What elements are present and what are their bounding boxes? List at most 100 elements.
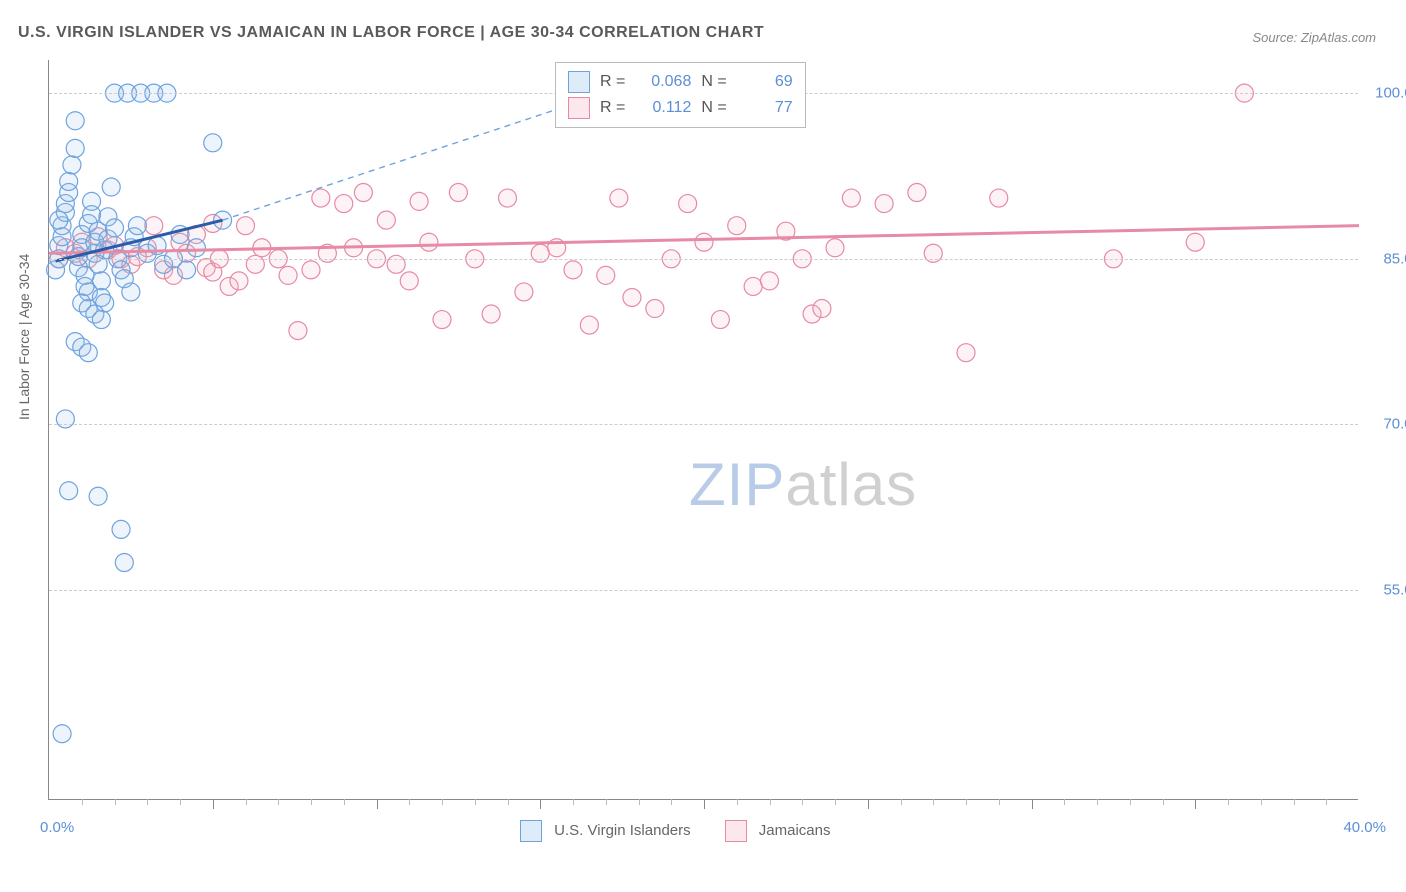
data-point xyxy=(302,261,320,279)
data-point xyxy=(597,266,615,284)
data-point xyxy=(60,172,78,190)
x-tick-minor xyxy=(1326,799,1327,805)
data-point xyxy=(400,272,418,290)
data-point xyxy=(92,311,110,329)
x-tick-major xyxy=(1032,799,1033,809)
data-point xyxy=(83,192,101,210)
data-point xyxy=(711,311,729,329)
legend-swatch-jam xyxy=(725,820,747,842)
data-point xyxy=(128,217,146,235)
data-point xyxy=(178,261,196,279)
legend-swatch-usvi xyxy=(520,820,542,842)
data-point xyxy=(420,233,438,251)
legend-swatch-jam xyxy=(568,97,590,119)
data-point xyxy=(187,239,205,257)
data-point xyxy=(515,283,533,301)
data-point xyxy=(564,261,582,279)
data-point xyxy=(580,316,598,334)
data-point xyxy=(957,344,975,362)
x-tick-minor xyxy=(246,799,247,805)
x-tick-minor xyxy=(573,799,574,805)
data-point xyxy=(1186,233,1204,251)
gridline xyxy=(49,424,1358,425)
x-tick-minor xyxy=(147,799,148,805)
x-tick-minor xyxy=(278,799,279,805)
x-tick-minor xyxy=(311,799,312,805)
x-tick-major xyxy=(704,799,705,809)
y-tick-label: 70.0% xyxy=(1383,416,1406,433)
data-point xyxy=(106,219,124,237)
x-tick-minor xyxy=(1064,799,1065,805)
x-tick-major xyxy=(377,799,378,809)
data-point xyxy=(826,239,844,257)
y-axis-label: In Labor Force | Age 30-34 xyxy=(16,254,32,420)
x-tick-minor xyxy=(1097,799,1098,805)
data-point xyxy=(335,195,353,213)
data-point xyxy=(66,112,84,130)
data-point xyxy=(145,217,163,235)
x-tick-minor xyxy=(344,799,345,805)
x-tick-minor xyxy=(999,799,1000,805)
data-point xyxy=(695,233,713,251)
x-tick-minor xyxy=(901,799,902,805)
data-point xyxy=(279,266,297,284)
x-tick-minor xyxy=(737,799,738,805)
y-tick-label: 55.0% xyxy=(1383,582,1406,599)
x-tick-minor xyxy=(115,799,116,805)
plot-area: ZIPatlas 55.0%70.0%85.0%100.0% xyxy=(48,60,1358,800)
x-tick-major xyxy=(540,799,541,809)
x-tick-major xyxy=(213,799,214,809)
x-tick-minor xyxy=(1261,799,1262,805)
x-tick-minor xyxy=(606,799,607,805)
data-point xyxy=(89,487,107,505)
x-tick-minor xyxy=(671,799,672,805)
data-point xyxy=(60,482,78,500)
data-point xyxy=(761,272,779,290)
data-point xyxy=(312,189,330,207)
r-label: R = xyxy=(600,73,625,91)
data-point xyxy=(50,211,68,229)
chart-title: U.S. VIRGIN ISLANDER VS JAMAICAN IN LABO… xyxy=(18,24,764,42)
x-tick-major xyxy=(1195,799,1196,809)
x-tick-minor xyxy=(1228,799,1229,805)
r-value-jam: 0.112 xyxy=(635,99,691,117)
x-tick-major xyxy=(868,799,869,809)
legend-item-usvi: U.S. Virgin Islanders xyxy=(520,820,691,842)
data-point xyxy=(115,554,133,572)
data-point xyxy=(679,195,697,213)
data-point xyxy=(112,520,130,538)
x-tick-minor xyxy=(966,799,967,805)
x-tick-minor xyxy=(639,799,640,805)
stats-row-jam: R = 0.112 N = 77 xyxy=(568,95,793,121)
data-point xyxy=(908,184,926,202)
data-point xyxy=(482,305,500,323)
data-point xyxy=(92,272,110,290)
n-label: N = xyxy=(701,73,726,91)
legend-label-jam: Jamaicans xyxy=(759,822,831,839)
data-point xyxy=(79,344,97,362)
n-value-usvi: 69 xyxy=(737,73,793,91)
data-point xyxy=(449,184,467,202)
data-point xyxy=(237,217,255,235)
data-point xyxy=(433,311,451,329)
data-point xyxy=(102,178,120,196)
legend-swatch-usvi xyxy=(568,71,590,93)
x-tick-minor xyxy=(442,799,443,805)
legend-item-jam: Jamaicans xyxy=(725,820,831,842)
x-tick-minor xyxy=(770,799,771,805)
data-point xyxy=(354,184,372,202)
y-tick-label: 85.0% xyxy=(1383,250,1406,267)
y-tick-label: 100.0% xyxy=(1375,85,1406,102)
r-label: R = xyxy=(600,99,625,117)
data-point xyxy=(230,272,248,290)
gridline xyxy=(49,590,1358,591)
x-tick-minor xyxy=(508,799,509,805)
data-point xyxy=(204,134,222,152)
legend-label-usvi: U.S. Virgin Islanders xyxy=(554,822,690,839)
source-attribution: Source: ZipAtlas.com xyxy=(1252,30,1376,45)
x-tick-minor xyxy=(802,799,803,805)
gridline xyxy=(49,259,1358,260)
x-tick-minor xyxy=(409,799,410,805)
x-tick-minor xyxy=(1130,799,1131,805)
data-point xyxy=(646,300,664,318)
